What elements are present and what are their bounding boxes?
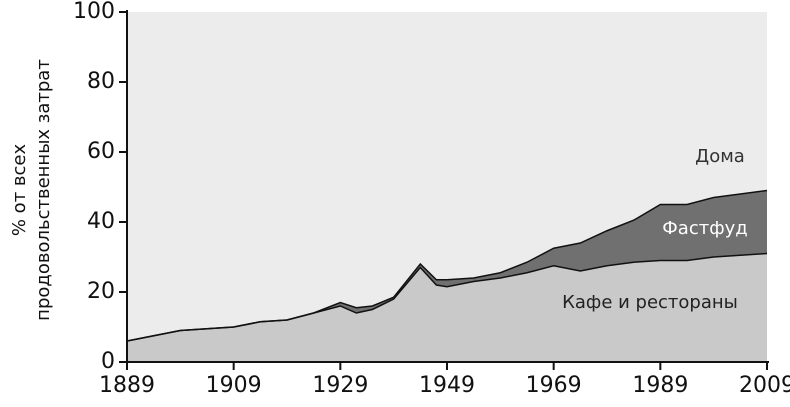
y-tick-label: 80 bbox=[87, 69, 115, 94]
area-edge bbox=[126, 189, 768, 342]
area bbox=[127, 253, 767, 362]
y-tick-label: 20 bbox=[87, 279, 115, 304]
x-tick-label: 1889 bbox=[99, 373, 155, 398]
y-tick-label: 100 bbox=[73, 0, 115, 24]
y-tick-label: 40 bbox=[87, 209, 115, 234]
series-label: Фастфуд bbox=[662, 218, 747, 239]
x-tick-label: 2009 bbox=[739, 373, 790, 398]
x-tick-label: 1909 bbox=[206, 373, 262, 398]
y-axis-label: продовольственных затрат bbox=[33, 59, 54, 321]
x-tick-label: 1989 bbox=[632, 373, 688, 398]
series-label: Дома bbox=[695, 146, 745, 167]
y-axis-label: % от всех bbox=[9, 144, 30, 237]
series-label: Кафе и рестораны bbox=[562, 292, 738, 313]
y-tick-label: 0 bbox=[101, 349, 115, 374]
x-tick-label: 1929 bbox=[312, 373, 368, 398]
y-tick-label: 60 bbox=[87, 139, 115, 164]
area bbox=[127, 12, 767, 341]
area bbox=[127, 190, 767, 341]
x-tick-label: 1969 bbox=[526, 373, 582, 398]
x-tick-label: 1949 bbox=[419, 373, 475, 398]
